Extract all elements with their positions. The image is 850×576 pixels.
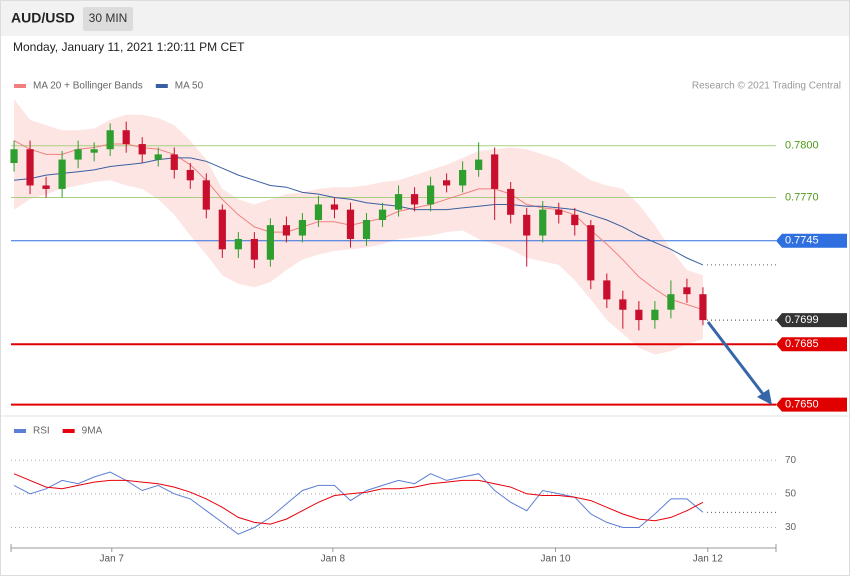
price-label: 0.7650 bbox=[785, 399, 819, 411]
candle-body bbox=[138, 144, 146, 155]
candle-body bbox=[330, 204, 339, 210]
candle-body bbox=[90, 149, 98, 153]
candle-body bbox=[26, 149, 34, 186]
legend-swatch bbox=[155, 84, 168, 88]
legend-swatch bbox=[14, 429, 26, 433]
candle-body bbox=[154, 154, 162, 160]
bollinger-band bbox=[14, 99, 703, 355]
price-label: 0.7699 bbox=[785, 314, 819, 326]
indicator-line bbox=[13, 473, 704, 525]
interval-badge[interactable] bbox=[83, 7, 133, 31]
price-label-box bbox=[776, 397, 847, 412]
candle-body bbox=[426, 185, 435, 205]
candle-body bbox=[218, 209, 226, 250]
candle-body bbox=[250, 238, 258, 260]
candle-body bbox=[10, 149, 18, 164]
candle-body bbox=[314, 204, 323, 220]
candle-body bbox=[459, 169, 467, 186]
candle-body bbox=[619, 299, 627, 310]
legend-label: 9MA bbox=[82, 426, 103, 437]
price-label-box bbox=[776, 313, 847, 328]
legend-swatch bbox=[62, 429, 75, 433]
candle-body bbox=[298, 219, 307, 236]
interval[interactable]: 30 MIN bbox=[89, 11, 128, 25]
x-tick-label: Jan 10 bbox=[541, 554, 571, 565]
candle-body bbox=[266, 225, 274, 260]
candle-body bbox=[378, 209, 387, 220]
timestamp: Monday, January 11, 2021 1:20:11 PM CET bbox=[13, 40, 245, 54]
y-tick-label: 30 bbox=[785, 522, 797, 533]
forecast-arrow bbox=[706, 321, 768, 399]
indicator-line bbox=[13, 471, 704, 535]
price-label: 0.7800 bbox=[785, 140, 819, 152]
y-tick-label: 50 bbox=[785, 488, 797, 499]
price-label: 0.7770 bbox=[785, 191, 819, 203]
candle-body bbox=[699, 294, 707, 321]
candle-body bbox=[635, 309, 643, 321]
candle-body bbox=[491, 154, 499, 189]
x-tick-label: Jan 12 bbox=[693, 554, 723, 565]
price-label-box bbox=[776, 233, 847, 248]
candle-body bbox=[603, 280, 611, 300]
candle-body bbox=[122, 130, 130, 145]
candle-body bbox=[42, 185, 50, 189]
legend-swatch bbox=[14, 84, 26, 88]
candle-body bbox=[443, 180, 451, 186]
candle-body bbox=[394, 194, 403, 210]
candle-body bbox=[539, 209, 547, 236]
candle-body bbox=[410, 194, 419, 205]
legend-label: RSI bbox=[33, 426, 50, 437]
candle-body bbox=[523, 214, 531, 236]
candle-body bbox=[234, 238, 242, 250]
ma-line bbox=[13, 157, 704, 266]
candle-body bbox=[170, 154, 178, 170]
candle-body bbox=[667, 294, 675, 310]
candle-body bbox=[362, 219, 371, 239]
candle-body bbox=[106, 130, 114, 150]
symbol: AUD/USD bbox=[11, 10, 75, 26]
plot-area: 0.7800 0.7770 0.7745 0.7699 0.7685 0.7650 MA 2… bbox=[10, 81, 847, 565]
candle-body bbox=[571, 214, 579, 226]
candle-body bbox=[507, 188, 515, 215]
forecast-arrowhead bbox=[757, 389, 772, 405]
candle-body bbox=[475, 159, 483, 170]
price-label: 0.7745 bbox=[785, 235, 819, 247]
x-tick-label: Jan 7 bbox=[100, 554, 125, 565]
candle-body bbox=[74, 149, 82, 160]
candle-body bbox=[202, 180, 210, 210]
candle-body bbox=[651, 309, 659, 321]
y-tick-label: 70 bbox=[785, 455, 797, 466]
candle-body bbox=[58, 159, 66, 189]
price-label-box bbox=[776, 337, 847, 352]
header-bar bbox=[1, 1, 849, 36]
credit: Research © 2021 Trading Central bbox=[692, 81, 841, 92]
candle-body bbox=[555, 209, 563, 215]
price-label: 0.7685 bbox=[785, 338, 819, 350]
candle-body bbox=[346, 209, 355, 239]
candle-body bbox=[587, 225, 595, 281]
x-tick-label: Jan 8 bbox=[321, 554, 346, 565]
legend-label: MA 20 + Bollinger Bands bbox=[33, 81, 143, 92]
legend-label: MA 50 bbox=[175, 81, 204, 92]
candle-body bbox=[282, 225, 291, 236]
candle-body bbox=[186, 169, 194, 181]
candle-body bbox=[683, 287, 691, 295]
